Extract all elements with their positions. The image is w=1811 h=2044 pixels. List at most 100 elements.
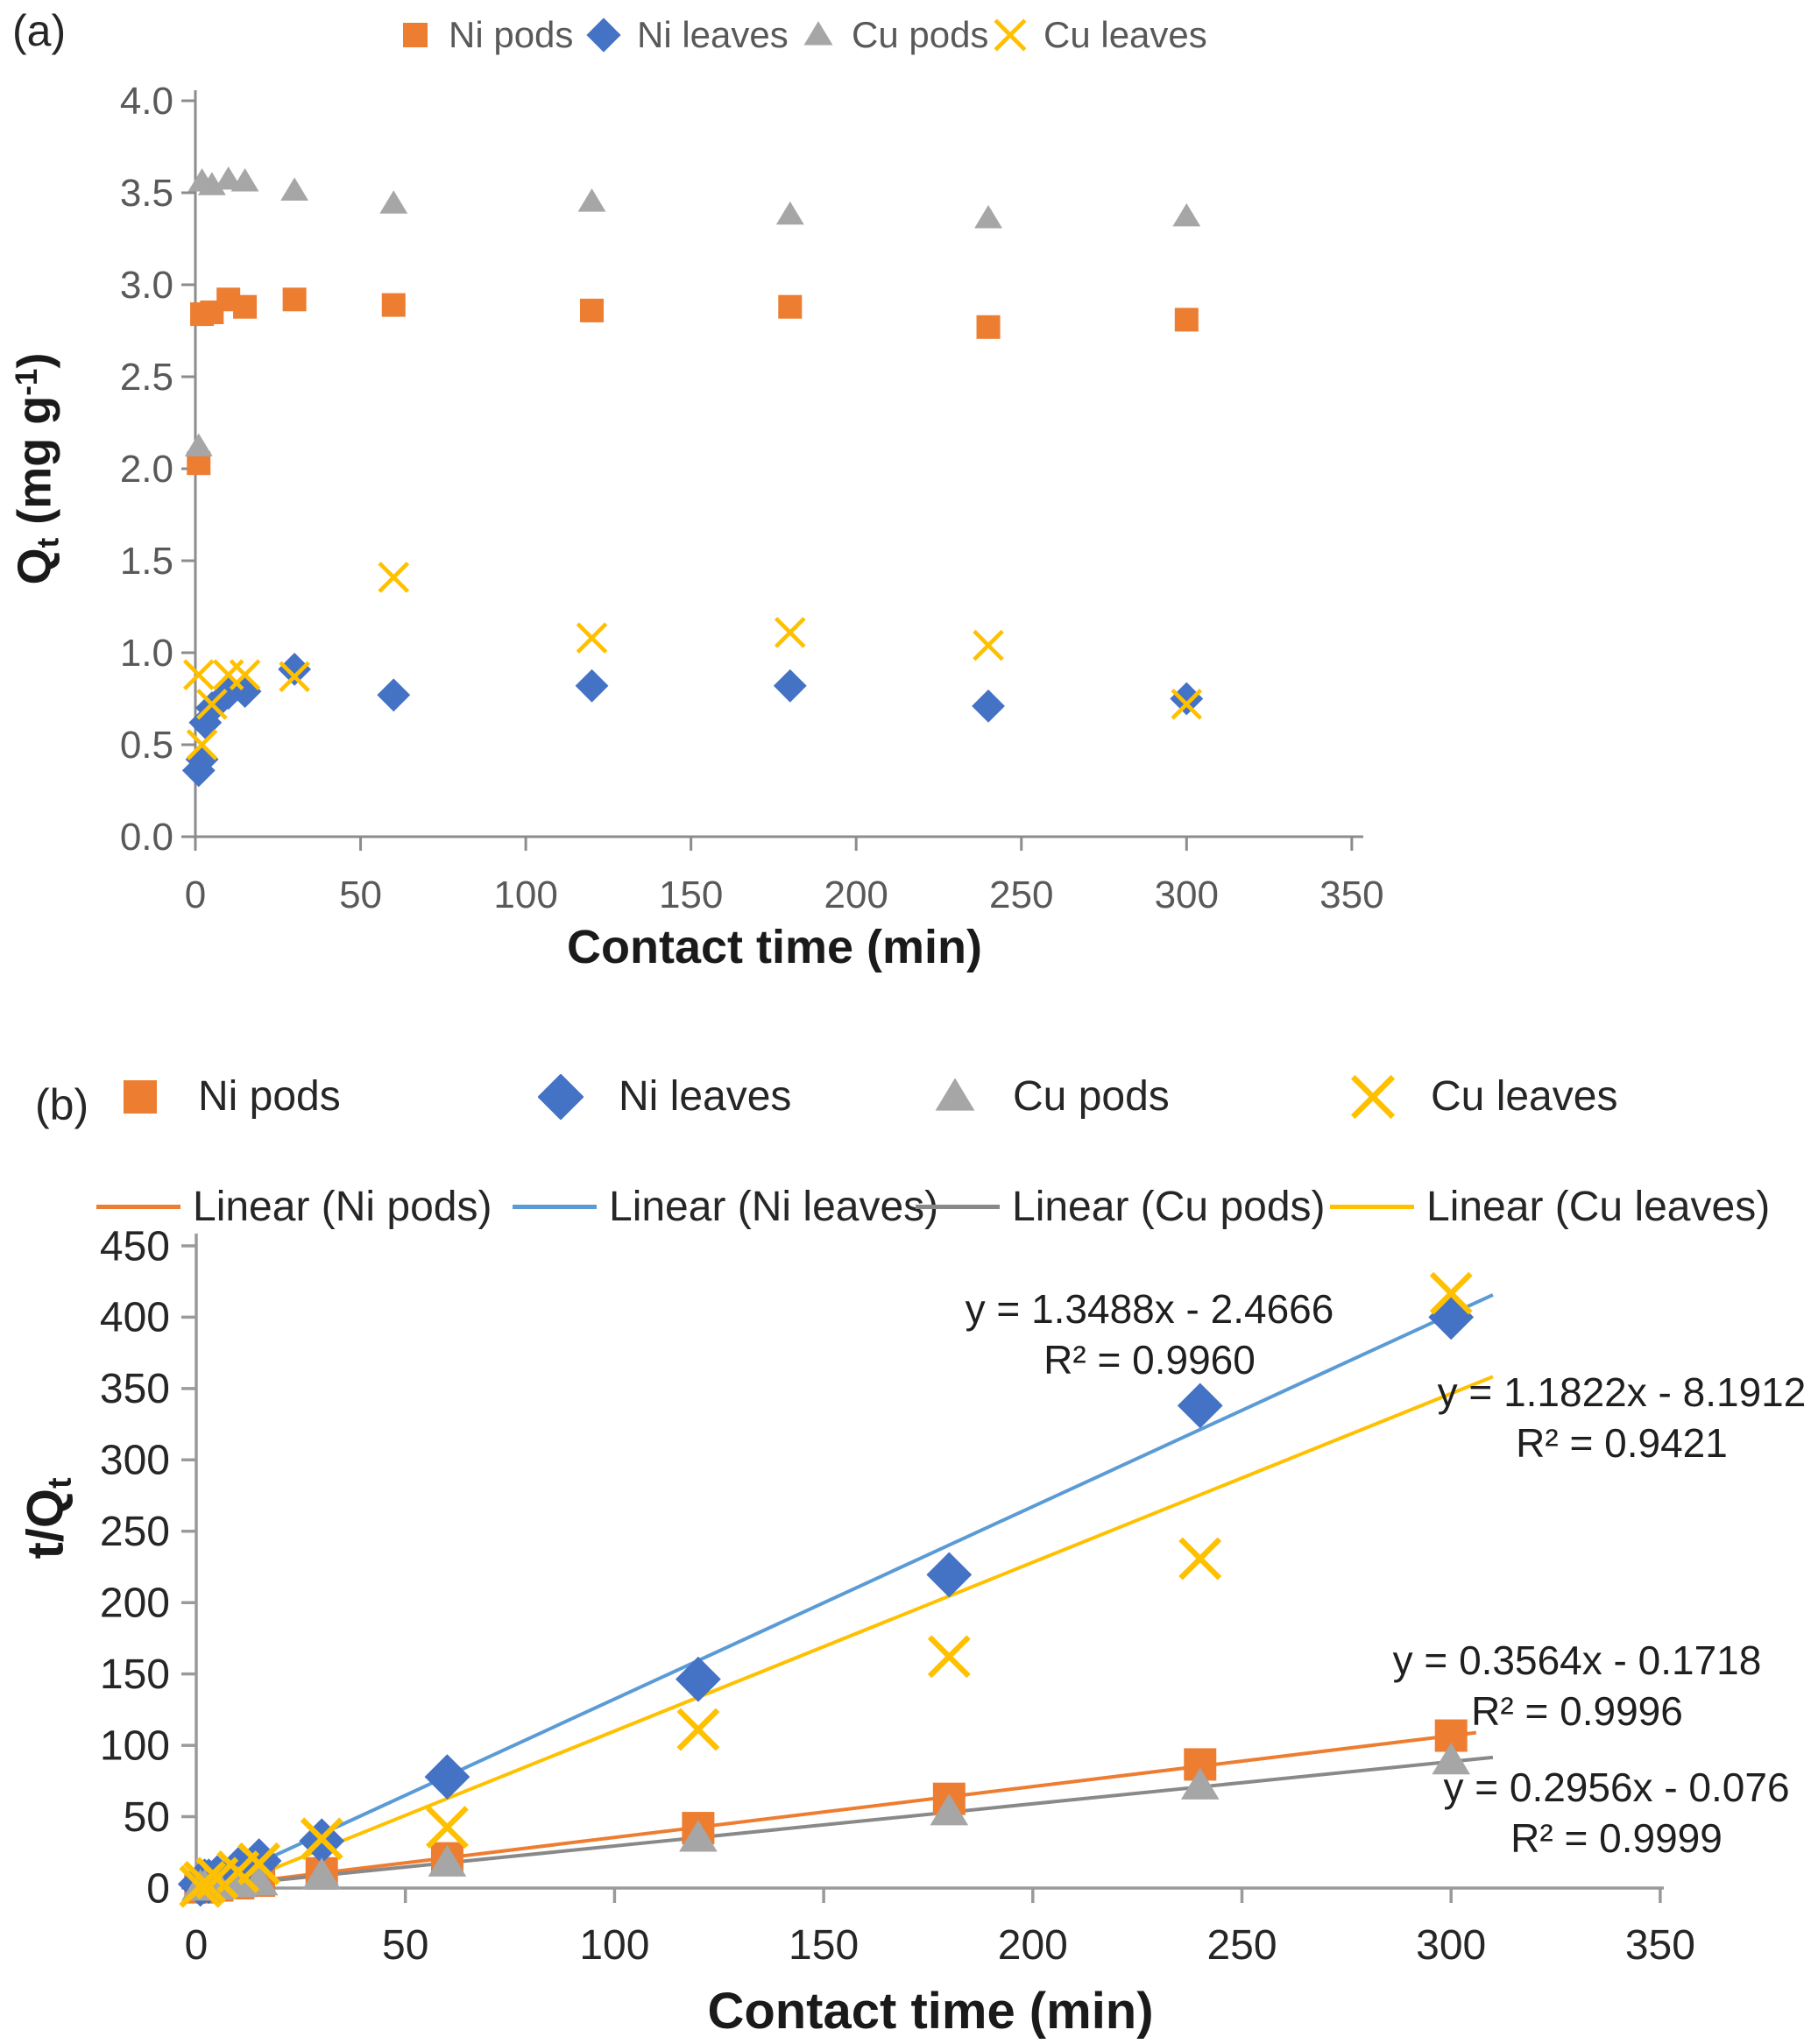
y-tick-label: 2.0 [120, 448, 173, 491]
data-point [233, 294, 258, 319]
y-tick-label: 450 [100, 1223, 170, 1270]
data-point [278, 653, 312, 686]
legend-label: Cu leaves [1043, 14, 1207, 55]
data-point [300, 1817, 343, 1861]
panel-b-tick-labels: 0 50 100 150 200 250 300 350 0 50 100 150 200 250 300 3… [100, 1223, 1695, 1969]
data-point [1172, 202, 1201, 227]
x-tick-label: 200 [998, 1922, 1068, 1969]
y-tick-label: 400 [100, 1295, 170, 1341]
panel-a-plot: 0 50 100 150 200 250 300 350 0.0 0.5 1.0 1.5 2.0 2.5 3… [120, 80, 1384, 916]
y-tick-label: 1.5 [120, 540, 173, 583]
cu-pods-triangle-icon [796, 12, 841, 58]
cu-leaves-x-icon [987, 12, 1033, 58]
legend-b-item-ni-pods: Ni pods [117, 1072, 341, 1121]
y-tick-label: 0.0 [120, 816, 173, 859]
data-point [1432, 1742, 1471, 1775]
data-point [972, 690, 1005, 723]
series-cu-pods-markers [184, 166, 1201, 456]
equation-line: y = 0.2956x - 0.076 [1443, 1765, 1790, 1810]
series-ni-pods-markers [187, 287, 1199, 476]
x-tick-label: 100 [493, 873, 557, 916]
data-point [675, 1656, 721, 1702]
data-point [279, 661, 310, 693]
equation-cu-leaves: y = 1.1822x - 8.1912 R² = 0.9421 [1438, 1367, 1807, 1468]
data-point [186, 729, 218, 760]
data-point [930, 1793, 969, 1826]
x-tick-label: 250 [1206, 1922, 1277, 1969]
legend-b-item-linear-ni-pods: Linear (Ni pods) [96, 1183, 492, 1231]
data-point [926, 1552, 973, 1598]
data-point [927, 1635, 971, 1679]
y-tick-label: 100 [100, 1722, 170, 1769]
legend-label: Linear (Cu leaves) [1426, 1184, 1771, 1230]
legend-label: Cu leaves [1431, 1073, 1618, 1120]
y-tick-label: 3.5 [120, 172, 173, 215]
data-point [1428, 1294, 1475, 1340]
ni-pods-square-icon [393, 12, 438, 58]
y-tick-label: 50 [124, 1794, 170, 1841]
linear-ni-leaves-line-icon [513, 1205, 597, 1209]
data-point [302, 1857, 342, 1890]
x-tick-label: 300 [1155, 873, 1219, 916]
data-point [1177, 1383, 1223, 1429]
trendline-linear-cu-leaves- [200, 1375, 1494, 1900]
panel-b-axes [181, 1234, 1664, 1903]
data-point [580, 298, 605, 322]
legend-b-item-cu-pods: Cu pods [932, 1072, 1170, 1121]
data-point [577, 188, 606, 212]
data-point [774, 617, 806, 648]
linear-cu-leaves-line-icon [1330, 1205, 1414, 1209]
trendline-linear-ni-pods- [200, 1730, 1477, 1890]
data-point [1178, 1537, 1222, 1581]
y-tick-label: 0.5 [120, 724, 173, 767]
data-point [679, 1820, 718, 1852]
series-cu-leaves-markers [179, 1271, 1473, 1908]
equation-ni-pods: y = 0.3564x - 0.1718 R² = 0.9996 [1393, 1635, 1762, 1736]
x-tick-label: 350 [1319, 873, 1383, 916]
x-tick-label: 150 [789, 1922, 859, 1969]
panel-a-x-axis-title: Contact time (min) [566, 921, 983, 973]
panel-a-label: (a) [12, 6, 67, 55]
y-tick-label: 250 [100, 1509, 170, 1555]
x-tick-label: 300 [1416, 1922, 1486, 1969]
data-point [973, 629, 1004, 661]
x-tick-label: 350 [1625, 1922, 1695, 1969]
legend-label: Linear (Ni leaves) [609, 1184, 939, 1230]
data-point [182, 659, 215, 691]
legend-label: Linear (Ni pods) [193, 1184, 492, 1230]
trendline-linear-ni-leaves- [199, 1293, 1494, 1892]
data-point [381, 293, 406, 317]
legend-b-item-linear-ni-leaves: Linear (Ni leaves) [513, 1183, 938, 1231]
data-point [214, 166, 243, 190]
legend-b-item-cu-leaves: Cu leaves [1350, 1072, 1617, 1121]
data-point [239, 1864, 279, 1896]
legend-label: Linear (Cu pods) [1012, 1184, 1326, 1230]
legend-label: Cu pods [852, 14, 989, 55]
x-tick-label: 100 [579, 1922, 649, 1969]
equation-line: y = 1.3488x - 2.4666 [965, 1286, 1334, 1332]
x-tick-label: 150 [659, 873, 723, 916]
data-point [775, 201, 804, 225]
r-squared-line: R² = 0.9421 [1516, 1420, 1728, 1466]
data-point [424, 1754, 470, 1800]
legend-a-item-cu-leaves: Cu leaves [987, 12, 1207, 58]
y-tick-label: 1.0 [120, 632, 173, 675]
ni-pods-square-icon [117, 1074, 163, 1120]
x-tick-label: 50 [382, 1922, 428, 1969]
data-point [1171, 688, 1203, 720]
x-tick-label: 0 [185, 873, 206, 916]
panel-b-label: (b) [35, 1080, 89, 1129]
data-point [676, 1708, 720, 1751]
data-point [183, 1861, 226, 1904]
panel-b-plot: 0 50 100 150 200 250 300 350 0 50 100 150 200 250 300 3… [100, 1223, 1695, 1969]
r-squared-line: R² = 0.9960 [1043, 1337, 1256, 1383]
data-point [773, 668, 807, 703]
legend-b-item-ni-leaves: Ni leaves [538, 1072, 791, 1121]
legend-a-item-ni-leaves: Ni leaves [581, 12, 789, 58]
series-cu-leaves-markers [182, 562, 1203, 760]
legend-label: Ni pods [449, 14, 574, 55]
legend-a-item-cu-pods: Cu pods [796, 12, 988, 58]
cu-leaves-x-icon [1350, 1074, 1396, 1120]
x-tick-label: 200 [824, 873, 888, 916]
